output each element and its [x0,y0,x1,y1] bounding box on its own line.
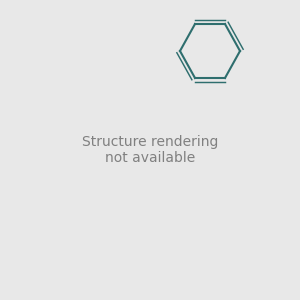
Text: Structure rendering
not available: Structure rendering not available [82,135,218,165]
